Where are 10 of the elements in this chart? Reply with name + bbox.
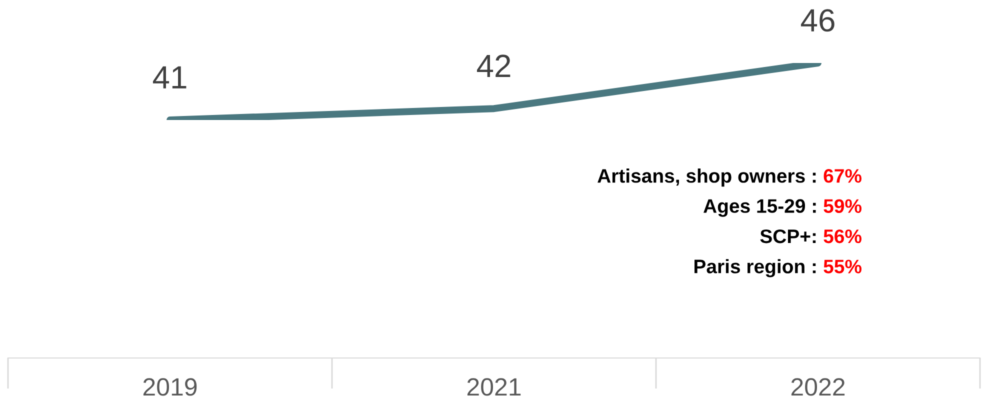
x-tick-label: 2021 bbox=[467, 378, 521, 396]
text: Paris region : 55% bbox=[694, 259, 862, 278]
text: Artisans, shop owners : 67% bbox=[598, 168, 862, 187]
data-label: 41 bbox=[152, 66, 186, 88]
x-tick-label: 2022 bbox=[791, 378, 845, 396]
text: Ages 15-29 : 59% bbox=[704, 199, 862, 217]
x-tick-label: 2019 bbox=[143, 378, 197, 396]
data-label: 42 bbox=[476, 54, 510, 77]
text: SCP+: 56% bbox=[760, 229, 862, 244]
data-label: 46 bbox=[800, 9, 834, 32]
